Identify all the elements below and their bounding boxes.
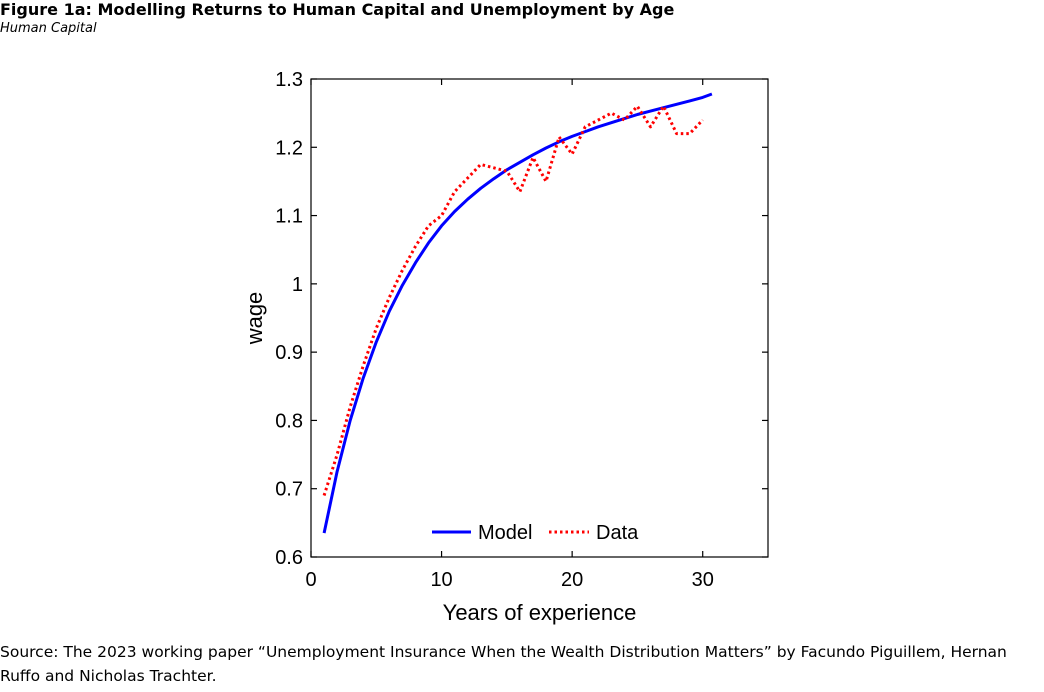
figure-subtitle: Human Capital bbox=[0, 21, 97, 36]
axis-tick-labels: 0 10 20 30 0.6 0.7 0.8 0.9 1 1.1 1.2 1.3 bbox=[275, 69, 714, 591]
x-tick-label: 30 bbox=[692, 569, 714, 591]
y-tick-label: 1.2 bbox=[275, 137, 303, 159]
model-series-line bbox=[322, 92, 713, 534]
source-note: Source: The 2023 working paper “Unemploy… bbox=[0, 643, 1007, 685]
x-tick-label: 10 bbox=[430, 569, 452, 591]
y-tick-label: 0.9 bbox=[275, 342, 303, 364]
y-tick-label: 0.6 bbox=[275, 547, 303, 569]
legend: Model Data bbox=[432, 522, 639, 544]
legend-data-label: Data bbox=[596, 522, 639, 544]
x-tick-label: 20 bbox=[561, 569, 583, 591]
plot-frame bbox=[310, 78, 769, 558]
y-tick-label: 1 bbox=[292, 274, 303, 296]
series-layer bbox=[322, 92, 713, 534]
axis-ticks bbox=[310, 78, 768, 558]
y-tick-label: 0.8 bbox=[275, 410, 303, 432]
wage-chart: 0 10 20 30 0.6 0.7 0.8 0.9 1 1.1 1.2 1.3 Years of e… bbox=[242, 69, 769, 625]
figure-title: Figure 1a: Modelling Returns to Human Ca… bbox=[0, 0, 675, 19]
y-tick-label: 0.7 bbox=[275, 479, 303, 501]
x-axis-label: Years of experience bbox=[443, 600, 637, 625]
y-axis-label: wage bbox=[242, 292, 267, 346]
y-tick-label: 1.1 bbox=[275, 206, 303, 228]
y-tick-label: 1.3 bbox=[275, 69, 303, 91]
x-tick-label: 0 bbox=[305, 569, 316, 591]
legend-model-label: Model bbox=[478, 522, 532, 544]
